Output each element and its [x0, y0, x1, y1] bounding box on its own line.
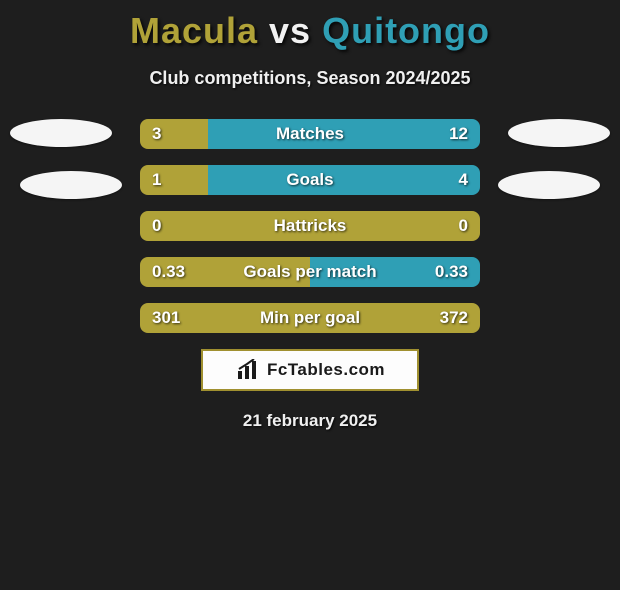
stat-row-goals-per-match: 0.33 Goals per match 0.33	[140, 257, 480, 287]
stat-value-right: 0.33	[435, 257, 468, 287]
stat-row-min-per-goal: 301 Min per goal 372	[140, 303, 480, 333]
stat-row-matches: 3 Matches 12	[140, 119, 480, 149]
stat-value-right: 372	[440, 303, 468, 333]
fctables-logo-text: FcTables.com	[267, 360, 385, 380]
stat-label: Hattricks	[140, 211, 480, 241]
stat-label: Goals per match	[140, 257, 480, 287]
stat-value-right: 0	[459, 211, 468, 241]
title-player2: Quitongo	[322, 10, 490, 51]
page-title: Macula vs Quitongo	[0, 10, 620, 52]
stats-area: 3 Matches 12 1 Goals 4 0 Hattricks 0 0.3…	[0, 119, 620, 333]
stat-label: Matches	[140, 119, 480, 149]
footer-date: 21 february 2025	[0, 411, 620, 431]
subtitle: Club competitions, Season 2024/2025	[0, 68, 620, 89]
stat-row-hattricks: 0 Hattricks 0	[140, 211, 480, 241]
bar-chart-icon	[235, 359, 263, 381]
stat-value-right: 12	[449, 119, 468, 149]
stat-value-right: 4	[459, 165, 468, 195]
title-player1: Macula	[130, 10, 258, 51]
title-vs: vs	[269, 10, 311, 51]
player2-club-badge-2	[498, 171, 600, 199]
stat-row-goals: 1 Goals 4	[140, 165, 480, 195]
stat-label: Min per goal	[140, 303, 480, 333]
player1-club-badge-2	[20, 171, 122, 199]
player2-club-badge-1	[508, 119, 610, 147]
stat-label: Goals	[140, 165, 480, 195]
fctables-logo[interactable]: FcTables.com	[201, 349, 419, 391]
player1-club-badge-1	[10, 119, 112, 147]
